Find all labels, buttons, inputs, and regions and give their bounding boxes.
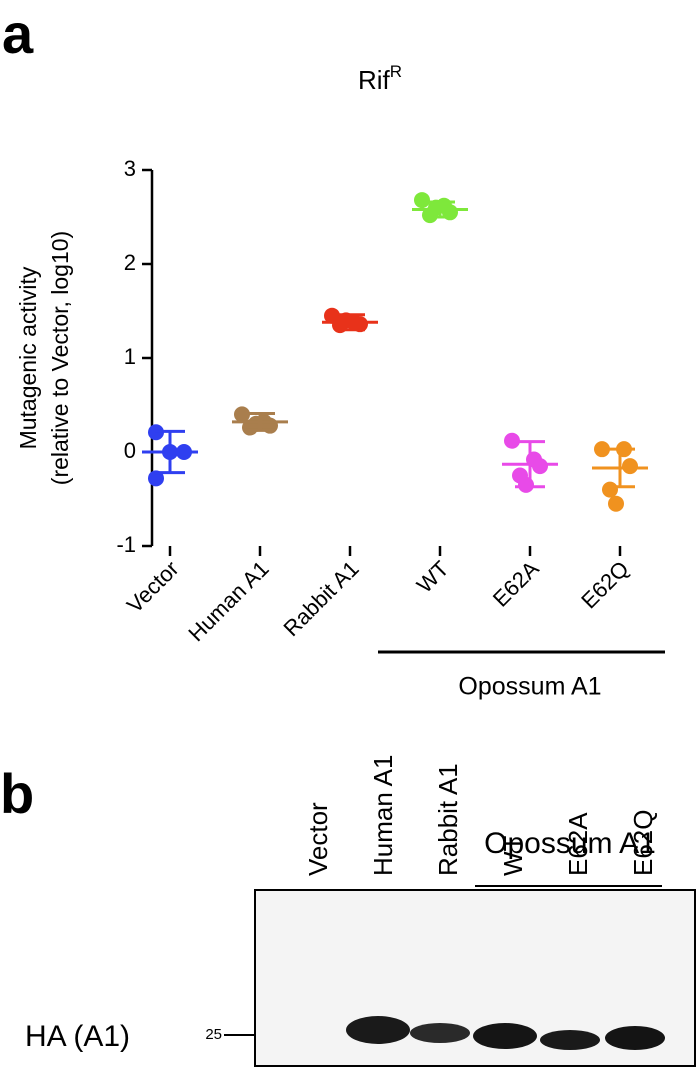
x-tick-label: Rabbit A1 — [279, 556, 364, 641]
error-bar — [425, 200, 455, 219]
data-point — [518, 476, 534, 493]
group-label: Opossum A1 — [484, 827, 656, 860]
y-tick-label: 3 — [124, 156, 136, 181]
y-tick-label: 0 — [124, 438, 136, 463]
data-point — [234, 406, 250, 423]
panel-label: a — [2, 2, 34, 65]
title-superscript: R — [390, 62, 402, 81]
panel-label: b — [0, 762, 34, 825]
data-point — [504, 432, 520, 449]
lane-label: E62A — [563, 812, 593, 876]
y-axis-label: Mutagenic activity — [15, 266, 41, 449]
y-tick-label: -1 — [116, 532, 136, 557]
title-text: Rif — [358, 65, 391, 95]
x-tick-label: E62A — [488, 556, 544, 612]
band — [605, 1026, 665, 1050]
lane-label: WT — [498, 835, 528, 876]
error-bar — [515, 440, 545, 489]
data-point — [608, 495, 624, 512]
data-point — [414, 192, 430, 209]
chart-title: RifR — [358, 62, 402, 94]
group-label: Opossum A1 — [458, 673, 601, 701]
data-point — [622, 458, 638, 475]
band — [540, 1030, 600, 1050]
error-bar — [155, 429, 185, 475]
x-tick-label: Human A1 — [183, 556, 273, 646]
lane-label: Human A1 — [368, 755, 398, 876]
data-point — [602, 481, 618, 498]
blot-bands — [346, 1016, 665, 1050]
data-point — [594, 441, 610, 458]
y-tick-label: 2 — [124, 250, 136, 275]
band — [473, 1023, 537, 1049]
marker-label: 25 — [205, 1026, 222, 1043]
y-axis-label: (relative to Vector, log10) — [47, 231, 73, 485]
lane-label: Rabbit A1 — [433, 763, 463, 876]
lane-label: E62Q — [628, 810, 658, 877]
x-tick-label: Vector — [122, 556, 184, 618]
error-bar — [335, 313, 365, 332]
band — [346, 1016, 410, 1044]
band — [410, 1023, 470, 1043]
error-bar — [605, 447, 635, 489]
x-tick-label: E62Q — [576, 556, 633, 613]
row-label: HA (A1) — [25, 1020, 130, 1053]
x-tick-label: WT — [412, 556, 454, 598]
data-point — [352, 316, 368, 333]
data-point — [148, 470, 164, 487]
data-point — [532, 458, 548, 475]
lane-label: Vector — [303, 802, 333, 876]
y-tick-label: 1 — [124, 344, 136, 369]
error-bar — [245, 411, 275, 432]
